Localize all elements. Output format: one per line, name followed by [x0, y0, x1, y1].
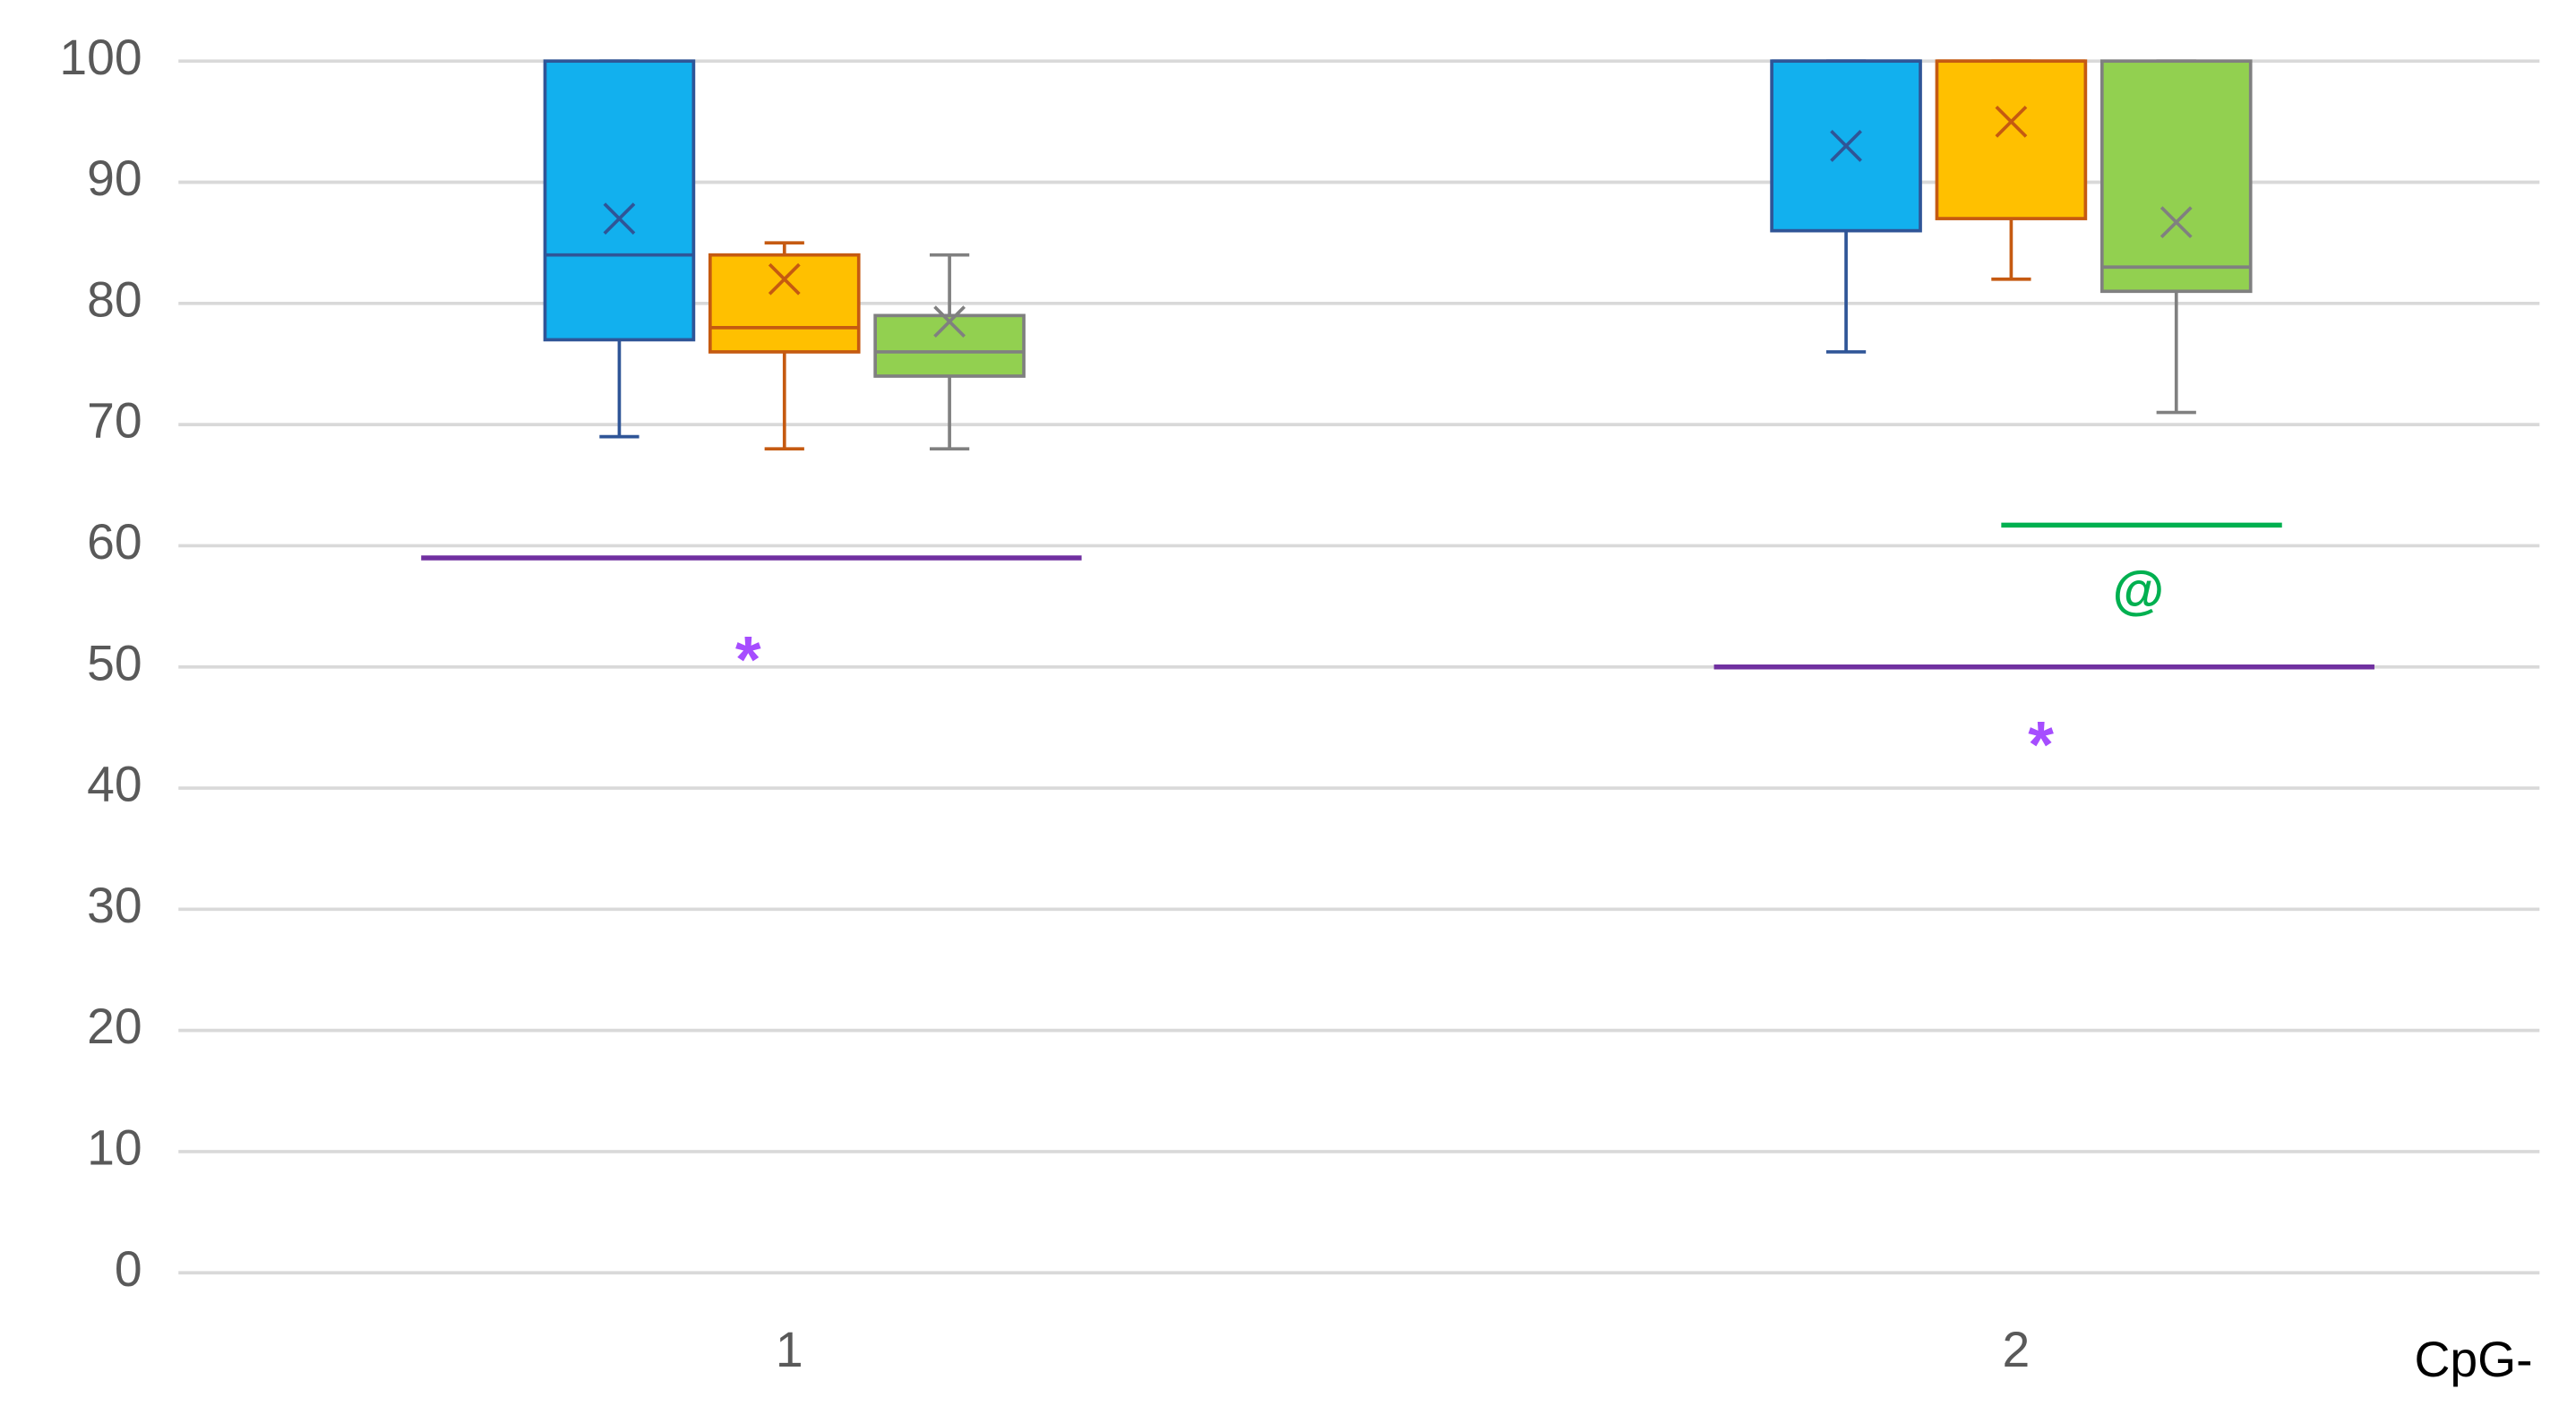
mean-marker	[768, 262, 801, 296]
y-tick-label: 20	[87, 999, 142, 1054]
mean-marker	[603, 202, 636, 235]
y-tick-label: 0	[115, 1241, 142, 1297]
y-tick-label: 40	[87, 757, 142, 812]
significance-label: @	[2113, 561, 2165, 620]
mean-marker	[2160, 206, 2193, 239]
box	[543, 59, 696, 342]
y-tick-label: 10	[87, 1120, 142, 1176]
mean-marker	[1995, 105, 2028, 138]
box	[2099, 59, 2253, 294]
y-tick-label: 60	[87, 514, 142, 570]
x-tick-label: 1	[776, 1322, 803, 1377]
y-tick-label: 50	[87, 635, 142, 690]
significance-label: *	[2028, 707, 2054, 781]
x-tick-label: 2	[2003, 1322, 2031, 1377]
y-tick-label: 70	[87, 393, 142, 449]
x-axis-label: CpG-	[2414, 1332, 2532, 1387]
y-tick-label: 90	[87, 150, 142, 206]
y-tick-label: 80	[87, 271, 142, 327]
mean-marker	[1830, 130, 1862, 162]
box	[873, 313, 1026, 378]
box	[708, 253, 861, 354]
box	[1935, 59, 2088, 220]
y-tick-label: 30	[87, 878, 142, 933]
y-tick-label: 100	[59, 30, 142, 85]
significance-label: *	[735, 622, 761, 697]
mean-marker	[933, 305, 966, 339]
